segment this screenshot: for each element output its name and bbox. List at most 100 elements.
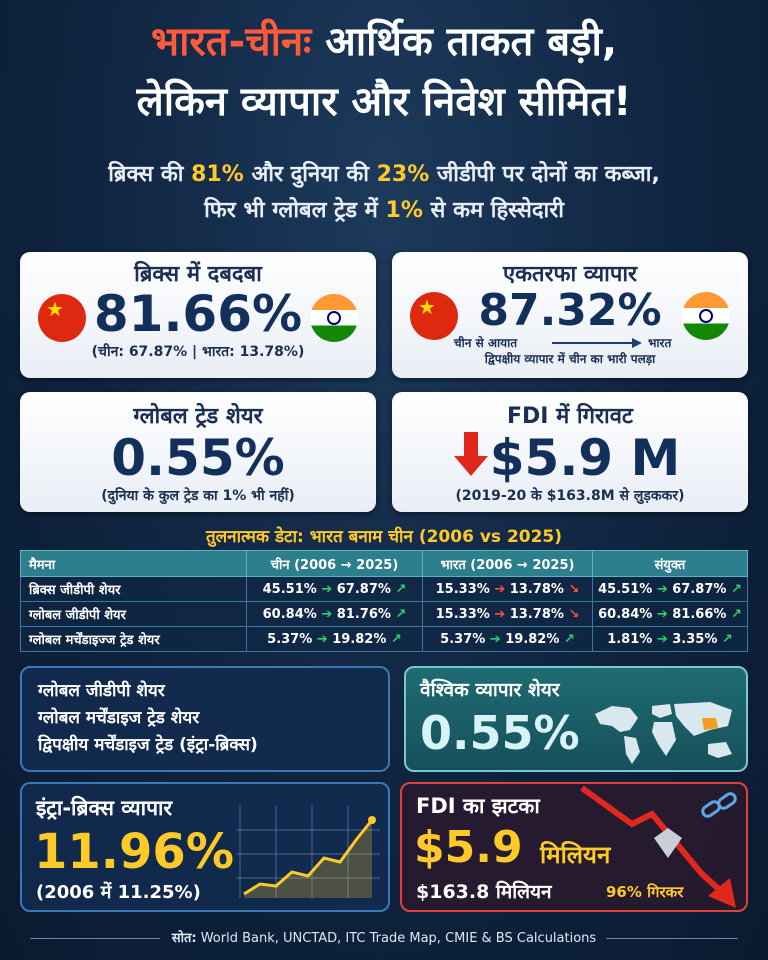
source-footer: सोत: World Bank, UNCTAD, ITC Trade Map, … [0, 928, 768, 946]
trend-down-icon: ↘ [568, 606, 580, 622]
intra-brics-trade-panel: इंट्रा-ब्रिक्स व्यापार 11.96% (2006 में … [20, 782, 390, 912]
cell-from: 1.81% [607, 631, 653, 647]
arrow-right-icon: ➔ [656, 631, 668, 647]
sub-text: ब्रिक्स की [108, 162, 184, 187]
source-label: सोत: [171, 931, 197, 946]
sub-highlight: 81% [191, 162, 244, 187]
cell-to: 67.87% [672, 581, 727, 597]
china-flag-icon: ★ [38, 294, 86, 342]
trend-up-icon: ↗ [395, 581, 407, 597]
table-cell: 1.81% ➔ 3.35% ↗ [592, 626, 748, 652]
trend-line-chart-icon [236, 806, 380, 898]
cell-from: 60.84% [598, 606, 653, 622]
arrow-right-icon [552, 338, 642, 348]
comparison-table: मैमना चीन (2006 → 2025) भारत (2006 → 202… [20, 550, 748, 652]
panel-heading: FDI का झटका [416, 794, 540, 818]
cell-to: 19.82% [332, 631, 387, 647]
trend-down-icon: ↘ [568, 581, 580, 597]
falling-coin-icon [654, 828, 682, 858]
falling-arrow-icon [580, 785, 736, 908]
subheadline-line-2: फिर भी ग्लोबल ट्रेड में 1% से कम हिस्सेद… [0, 196, 768, 226]
table-header-row: मैमना चीन (2006 → 2025) भारत (2006 → 202… [20, 550, 748, 577]
card-value: $5.9 M [489, 429, 681, 487]
table-cell: 15.33% ➔ 13.78% ↘ [422, 576, 593, 602]
trade-flow: चीन से आयात भारत [392, 334, 748, 350]
headline-accent: भारत-चीनः [150, 19, 312, 65]
table-cell: 60.84% ➔ 81.76% ↗ [246, 601, 423, 627]
headline-line-1: भारत-चीनः आर्थिक ताकत बड़ी, [0, 18, 768, 66]
world-map-icon [595, 702, 732, 764]
panel-drop: 96% गिरकर [606, 883, 684, 901]
footer-divider [606, 938, 738, 939]
sub-text: और दुनिया की [251, 162, 369, 187]
cell-to: 19.82% [505, 631, 560, 647]
list-item: ग्लोबल मर्चेंडाइज ट्रेड शेयर [38, 708, 200, 728]
panel-value: 11.96% [34, 824, 234, 880]
trend-up-icon: ↗ [721, 631, 733, 647]
trade-to: भारत [648, 336, 672, 350]
row-label: ग्लोबल मर्चेंडाइज्ज ट्रेड शेयर [20, 626, 247, 652]
sub-text: जीडीपी पर दोनों का कब्जा, [436, 162, 660, 187]
panel-old-value: $163.8 मिलियन [416, 881, 552, 903]
table-title: तुलनात्मक डेटा: भारत बनाम चीन (2006 vs 2… [205, 527, 563, 547]
card-note: (चीन: 67.87% | भारत: 13.78%) [91, 344, 305, 360]
card-note: (दुनिया के कुल ट्रेड का 1% भी नहीं) [101, 488, 295, 504]
card-value: 87.32% [478, 285, 662, 336]
list-item: ग्लोबल जीडीपी शेयर [38, 681, 165, 701]
trend-up-icon: ↗ [395, 606, 407, 622]
cell-from: 15.33% [435, 606, 490, 622]
arrow-right-icon: ➔ [494, 581, 506, 597]
col-header: संयुक्त [592, 550, 748, 577]
cell-from: 45.51% [262, 581, 317, 597]
sub-highlight: 1% [385, 198, 423, 223]
subheadline-line-1: ब्रिक्स की 81% और दुनिया की 23% जीडीपी प… [0, 160, 768, 190]
cell-to: 13.78% [509, 581, 564, 597]
trade-from: चीन से आयात [454, 336, 518, 350]
panel-unit: मिलियन [540, 841, 611, 869]
table-row: ग्लोबल जीडीपी शेयर 60.84% ➔ 81.76% ↗ 15.… [20, 601, 748, 627]
arrow-right-icon: ➔ [494, 606, 506, 622]
card-value: 0.55% [111, 429, 285, 487]
cell-from: 15.33% [435, 581, 490, 597]
cell-from: 5.37% [267, 631, 313, 647]
headline-rest: आर्थिक ताकत बड़ी, [325, 19, 618, 65]
card-heading: एकतरफा व्यापार [502, 262, 638, 287]
table-cell: 60.84% ➔ 81.66% ↗ [592, 601, 748, 627]
table-row: ग्लोबल मर्चेंडाइज्ज ट्रेड शेयर 5.37% ➔ 1… [20, 626, 748, 652]
card-value: 81.66% [93, 285, 303, 343]
table-cell: 45.51% ➔ 67.87% ↗ [592, 576, 748, 602]
table-cell: 15.33% ➔ 13.78% ↘ [422, 601, 593, 627]
india-flag-icon [682, 292, 730, 340]
trend-up-icon: ↗ [730, 581, 742, 597]
table-cell: 5.37% ➔ 19.82% ↗ [422, 626, 593, 652]
panel-value: 0.55% [420, 706, 580, 760]
panel-note: (2006 में 11.25%) [36, 882, 201, 903]
table-cell: 5.37% ➔ 19.82% ↗ [246, 626, 423, 652]
arrow-right-icon: ➔ [656, 581, 668, 597]
card-heading: ग्लोबल ट्रेड शेयर [133, 404, 263, 429]
trend-up-icon: ↗ [563, 631, 575, 647]
one-sided-trade-card: एकतरफा व्यापार ★ 87.32% चीन से आयात भारत… [392, 252, 748, 378]
trend-up-icon: ↗ [730, 606, 742, 622]
col-header: मैमना [20, 550, 247, 577]
row-label: ब्रिक्स जीडीपी शेयर [20, 576, 247, 602]
cell-from: 60.84% [262, 606, 317, 622]
col-header: चीन (2006 → 2025) [246, 550, 423, 577]
card-heading: FDI में गिरावट [506, 404, 634, 429]
cell-to: 13.78% [509, 606, 564, 622]
panel-heading: वैश्विक व्यापार शेयर [420, 679, 560, 701]
footer-divider [30, 938, 160, 939]
arrow-down-icon [454, 432, 488, 476]
headline-line-2: लेकिन व्यापार और निवेश सीमित! [136, 79, 632, 125]
arrow-right-icon: ➔ [321, 581, 333, 597]
panel-value: $5.9 [414, 822, 523, 873]
global-trade-share-card: ग्लोबल ट्रेड शेयर 0.55% (दुनिया के कुल ट… [20, 392, 376, 512]
sub-text: फिर भी ग्लोबल ट्रेड में [204, 198, 378, 223]
arrow-right-icon: ➔ [489, 631, 501, 647]
table-row: ब्रिक्स जीडीपी शेयर 45.51% ➔ 67.87% ↗ 15… [20, 576, 748, 602]
cell-to: 81.66% [672, 606, 727, 622]
fdi-shock-panel: FDI का झटका $5.9 मिलियन $163.8 मिलियन 96… [400, 782, 748, 912]
cell-from: 5.37% [440, 631, 486, 647]
card-note: द्विपक्षीय व्यापार में चीन का भारी पलड़ा [484, 352, 656, 366]
cell-to: 81.76% [336, 606, 391, 622]
